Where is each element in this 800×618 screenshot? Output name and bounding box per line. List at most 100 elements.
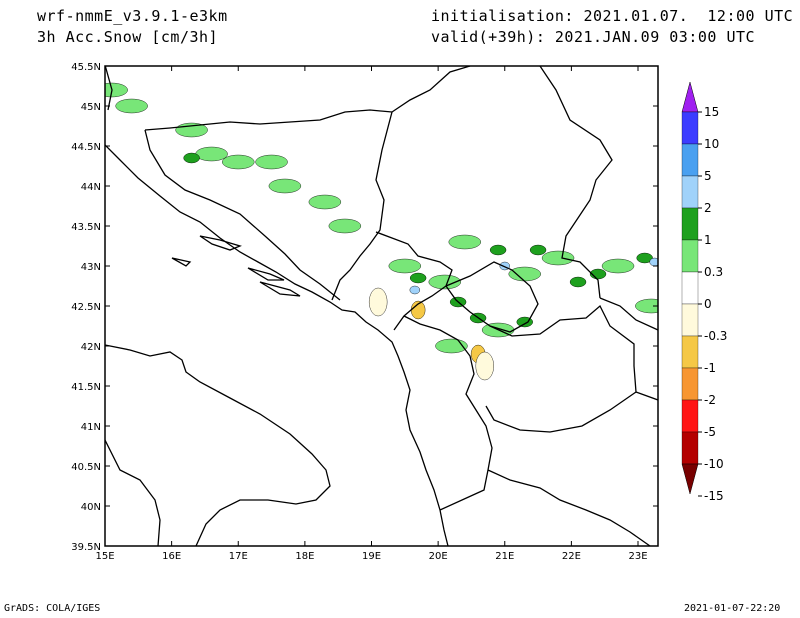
lon-tick-label: 23E [628, 551, 647, 562]
precip-patch [328, 218, 362, 234]
border-bih-north [144, 109, 393, 131]
colorbar-segment [681, 367, 699, 401]
greece-coast [487, 469, 651, 546]
precip-patch [448, 234, 481, 250]
precip-patch [569, 276, 587, 288]
colorbar-label: 15 [704, 105, 719, 119]
colorbar-segment [681, 239, 699, 273]
colorbar-bottom-arrow [681, 463, 699, 495]
island-4 [259, 281, 301, 297]
colorbar-segment [681, 335, 699, 369]
precip-patch [601, 258, 635, 274]
italy-coast-2 [105, 439, 161, 546]
colorbar-label: -1 [704, 361, 716, 375]
lon-tick-label: 15E [95, 551, 114, 562]
credit-label: GrADS: COLA/IGES [4, 603, 101, 614]
precip-patch [636, 252, 653, 264]
precip-patch [635, 298, 658, 314]
valid-time: valid(+39h): 2021.JAN.09 03:00 UTC [431, 28, 756, 46]
lon-tick-label: 20E [429, 551, 448, 562]
colorbar-segment [681, 399, 699, 433]
border-north-macedonia [485, 304, 637, 433]
island-3 [247, 267, 285, 281]
lat-tick-label: 41.5N [71, 382, 101, 393]
border-serbia-north [391, 66, 471, 113]
lat-tick-label: 39.5N [71, 542, 101, 553]
colorbar-label: 0 [704, 297, 712, 311]
timestamp-label: 2021-01-07-22:20 [684, 603, 781, 614]
colorbar-segment [681, 143, 699, 177]
colorbar-label: 2 [704, 201, 712, 215]
precip-patch [409, 272, 427, 284]
precip-patch [489, 244, 507, 256]
lat-tick-label: 44.5N [71, 142, 101, 153]
lat-tick-label: 42N [81, 342, 101, 353]
colorbar-label: 10 [704, 137, 719, 151]
precip-patch [409, 285, 421, 295]
precip-patch [475, 351, 494, 381]
lon-tick-label: 16E [162, 551, 181, 562]
island-2 [171, 257, 192, 267]
colorbar-label: -15 [704, 489, 724, 503]
precip-patch [388, 258, 422, 274]
border-bih-east [331, 111, 393, 301]
colorbar-label: -2 [704, 393, 716, 407]
border-greece [635, 391, 658, 401]
border-bulgaria [599, 297, 658, 331]
precip-patch [195, 146, 228, 162]
lat-tick-label: 40N [81, 502, 101, 513]
colorbar-label: -5 [704, 425, 716, 439]
border-croatia-interior [144, 129, 341, 301]
colorbar-label: 5 [704, 169, 712, 183]
lon-tick-label: 19E [362, 551, 381, 562]
precip-patch [508, 266, 541, 282]
colorbar-label: -10 [704, 457, 724, 471]
precip-patch [529, 244, 547, 256]
colorbar-label: -0.3 [704, 329, 727, 343]
colorbar-segment [681, 111, 699, 145]
colorbar-segment [681, 207, 699, 241]
adriatic-east-coast [105, 144, 449, 546]
precip-patch [308, 194, 342, 210]
lat-tick-label: 43N [81, 262, 101, 273]
init-time: initialisation: 2021.01.07. 12:00 UTC [431, 7, 794, 25]
island-1 [199, 235, 242, 251]
colorbar-label: 0.3 [704, 265, 723, 279]
lat-tick-label: 40.5N [71, 462, 101, 473]
colorbar-segment [681, 431, 699, 465]
lon-tick-label: 22E [562, 551, 581, 562]
lat-tick-label: 42.5N [71, 302, 101, 313]
coastlines-borders [105, 66, 658, 546]
precip-patch [183, 152, 200, 164]
precip-patch [268, 178, 302, 194]
model-name: wrf-nmmE_v3.9.1-e3km [37, 7, 228, 25]
island-5 [105, 66, 113, 111]
precip-patch [541, 250, 575, 266]
border-serbia-east [539, 66, 613, 299]
lon-tick-label: 21E [495, 551, 514, 562]
colorbar: 15 10 5 2 1 0.3 0 -0.3 -1 -2 -5 -10 -15 [681, 81, 727, 503]
lat-tick-label: 43.5N [71, 222, 101, 233]
lat-tick-label: 44N [81, 182, 101, 193]
axis-ticks: 15E 16E 17E 18E 19E 20E 21E 22E 23E 45.5N 45N 44.5N… [71, 62, 658, 562]
border-kosovo [445, 261, 539, 333]
lat-tick-label: 45N [81, 102, 101, 113]
precip-patch [368, 287, 388, 317]
lon-tick-label: 18E [295, 551, 314, 562]
precip-patch [255, 154, 288, 170]
field-title: 3h Acc.Snow [cm/3h] [37, 28, 219, 46]
snow-shading [105, 82, 658, 381]
colorbar-segment [681, 175, 699, 209]
precip-patch [115, 98, 148, 114]
colorbar-label: 1 [704, 233, 712, 247]
colorbar-segment [681, 271, 699, 305]
lat-tick-label: 45.5N [71, 62, 101, 73]
colorbar-top-arrow [681, 81, 699, 113]
lon-tick-label: 17E [229, 551, 248, 562]
precip-patch [222, 154, 255, 170]
colorbar-segment [681, 303, 699, 337]
lat-tick-label: 41N [81, 422, 101, 433]
italy-coast [105, 344, 331, 546]
precip-patch [428, 274, 461, 290]
border-montenegro [375, 231, 453, 331]
